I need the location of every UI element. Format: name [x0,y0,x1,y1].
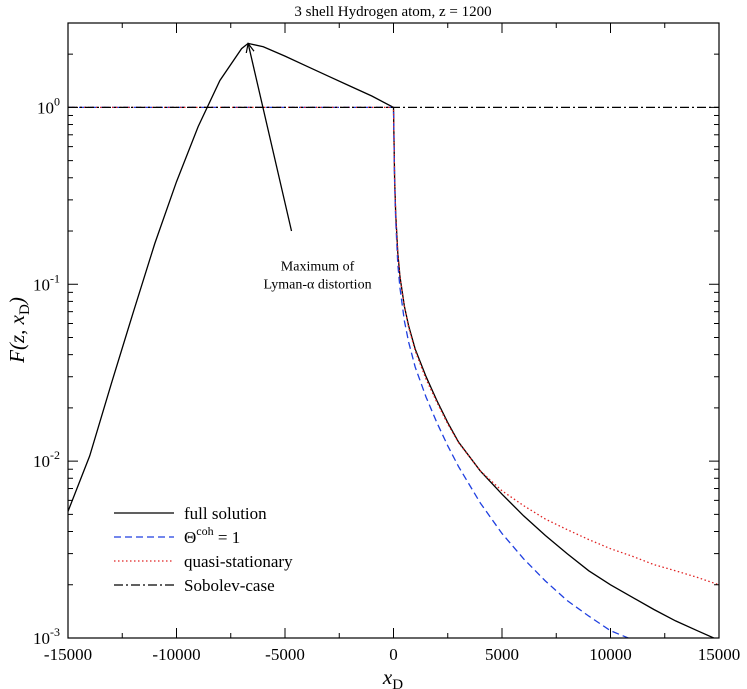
series-line-1 [68,106,631,638]
y-tick-label: 10-2 [33,448,60,471]
y-axis-label: F(z, xD) [5,297,33,364]
y-tick-label: 10-3 [33,625,60,648]
legend-label-0: full solution [184,504,267,523]
ticks-layer: -15000 -10000 -5000 0 5000 10000 15000 10-3 10-2… [33,22,741,664]
y-tick-label: 10-1 [33,271,60,294]
annotation-text: Lyman-α distortion [264,277,372,292]
y-tick-label: 100 [37,94,60,117]
legend-label-2: quasi-stationary [184,552,293,571]
series-layer [68,42,719,638]
chart-title: 3 shell Hydrogen atom, z = 1200 [294,4,491,20]
x-tick-label: 10000 [589,645,632,664]
annotation-arrow [248,43,293,232]
x-tick-label: 15000 [698,645,741,664]
legend-label-1: Θcoh = 1 [184,524,240,547]
series-line-0 [68,42,716,638]
x-tick-label: -10000 [152,645,200,664]
legend-label-3: Sobolev-case [184,576,275,595]
annotation-layer: Maximum of Lyman-α distortion [248,43,372,292]
series-line-2 [68,106,719,586]
x-tick-label: -5000 [265,645,305,664]
annotation-text: Maximum of [281,259,355,274]
x-axis-label: xD [382,665,403,689]
x-tick-label: -15000 [44,645,92,664]
x-tick-label: 5000 [485,645,519,664]
x-tick-label: 0 [389,645,398,664]
